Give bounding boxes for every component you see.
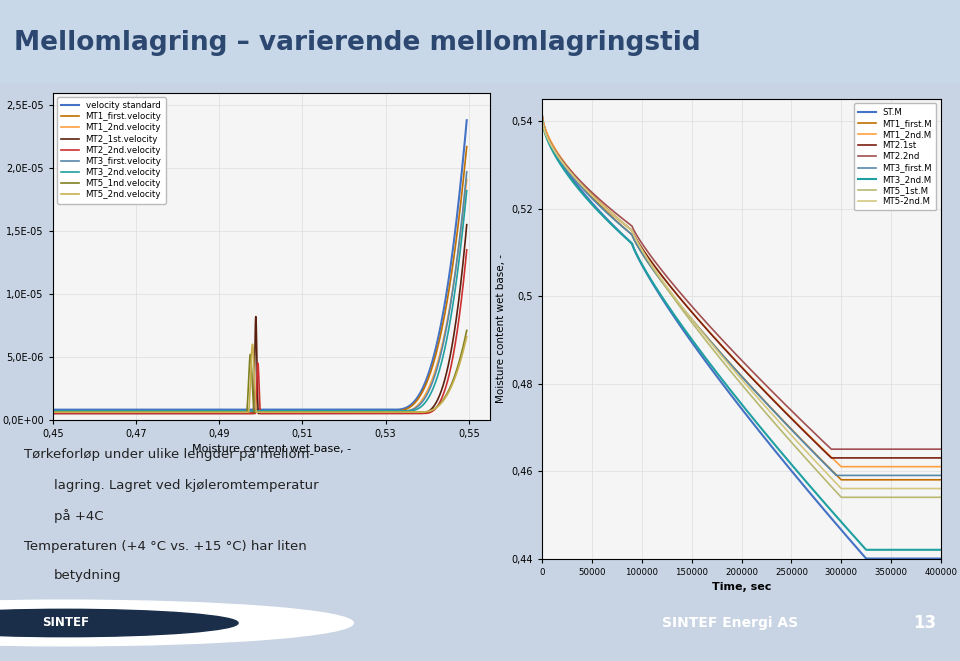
Text: Temperaturen (+4 °C vs. +15 °C) har liten: Temperaturen (+4 °C vs. +15 °C) har lite… xyxy=(24,541,307,553)
Circle shape xyxy=(0,600,353,646)
Text: SINTEF: SINTEF xyxy=(42,617,88,629)
Text: betydning: betydning xyxy=(54,569,122,582)
X-axis label: Moisture content wet base, -: Moisture content wet base, - xyxy=(192,444,350,454)
Text: Tørkeforløp under ulike lengder på mellom-: Tørkeforløp under ulike lengder på mello… xyxy=(24,447,314,461)
FancyBboxPatch shape xyxy=(0,0,960,83)
Text: Mellomlagring – varierende mellomlagringstid: Mellomlagring – varierende mellomlagring… xyxy=(14,30,701,56)
Text: lagring. Lagret ved kjøleromtemperatur: lagring. Lagret ved kjøleromtemperatur xyxy=(54,479,319,492)
Y-axis label: Moisture content wet base, -: Moisture content wet base, - xyxy=(496,254,506,403)
Legend: velocity standard, MT1_first.velocity, MT1_2nd.velocity, MT2_1st.velocity, MT2_2: velocity standard, MT1_first.velocity, M… xyxy=(57,97,166,204)
X-axis label: Time, sec: Time, sec xyxy=(712,582,771,592)
Legend: ST.M, MT1_first.M, MT1_2nd.M, MT2.1st, MT2.2nd, MT3_first.M, MT3_2nd.M, MT5_1st.: ST.M, MT1_first.M, MT1_2nd.M, MT2.1st, M… xyxy=(854,104,937,210)
Circle shape xyxy=(0,609,238,637)
Text: SINTEF Energi AS: SINTEF Energi AS xyxy=(661,616,798,630)
Text: 13: 13 xyxy=(913,614,936,632)
Text: på +4C: på +4C xyxy=(54,509,104,524)
